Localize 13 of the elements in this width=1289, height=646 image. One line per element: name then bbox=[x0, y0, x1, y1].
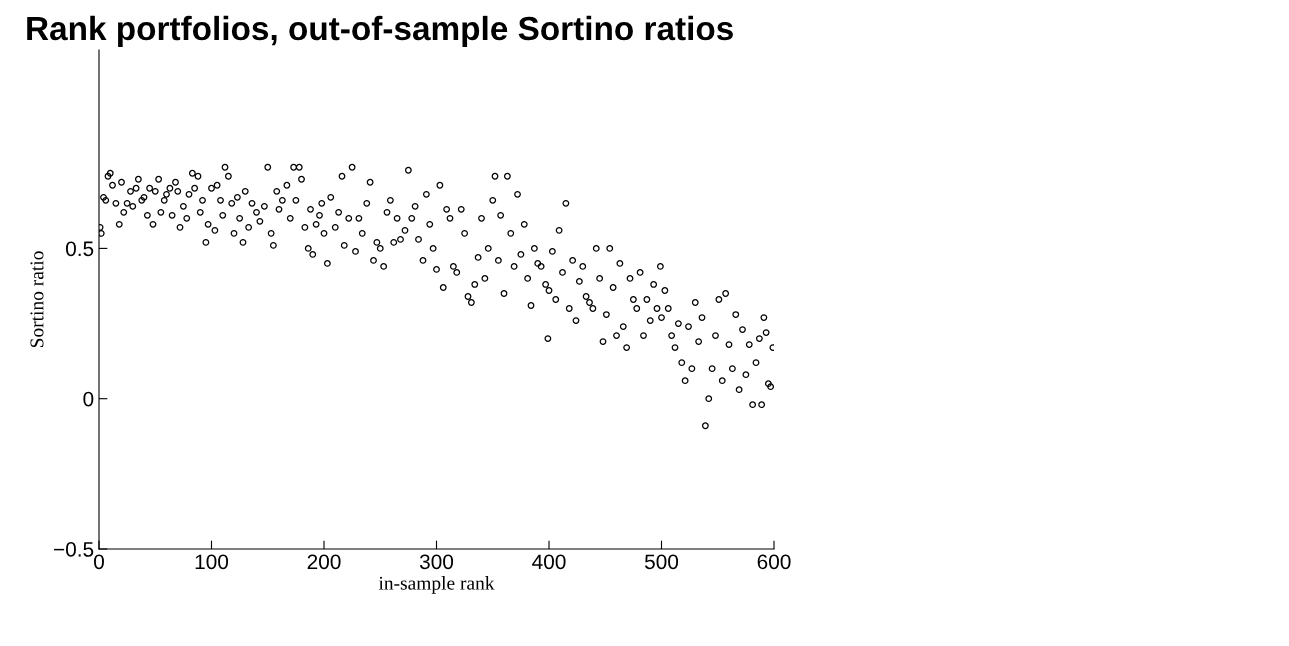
y-tick-label: 0.5 bbox=[65, 241, 94, 257]
y-axis-title: Sortino ratio bbox=[30, 251, 44, 348]
y-tick-label: 0 bbox=[83, 391, 94, 407]
x-axis-title: in-sample rank bbox=[378, 576, 495, 594]
x-tick-label: 200 bbox=[307, 554, 341, 570]
x-tick-label: 300 bbox=[419, 554, 454, 570]
x-tick-label: 0 bbox=[94, 554, 104, 570]
x-tick-label: 500 bbox=[644, 554, 679, 570]
chart-title: Rank portfolios, out-of-sample Sortino ratios bbox=[27, 15, 733, 47]
x-tick-label: 100 bbox=[195, 554, 229, 570]
y-tick-label: −0.5 bbox=[54, 542, 94, 557]
x-tick-label: 400 bbox=[532, 554, 566, 570]
x-tick-label: 600 bbox=[757, 554, 791, 570]
